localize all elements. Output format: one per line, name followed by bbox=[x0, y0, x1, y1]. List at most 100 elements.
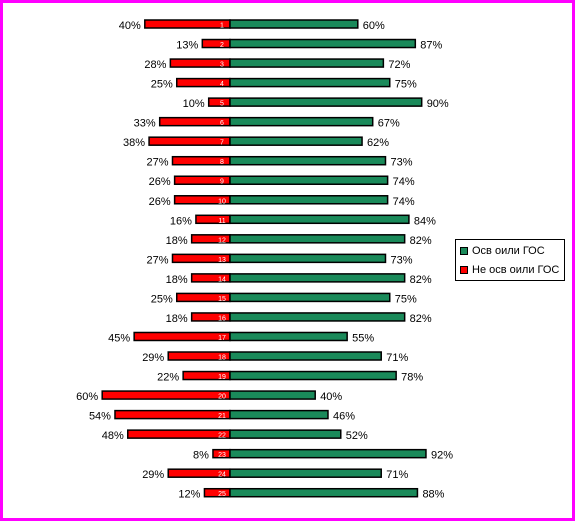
bar-negative-21 bbox=[114, 409, 231, 420]
legend-swatch-negative bbox=[460, 266, 468, 275]
data-label-positive-7: 62% bbox=[367, 137, 389, 149]
data-label-positive-11: 84% bbox=[414, 215, 436, 227]
bar-negative-2 bbox=[201, 38, 231, 49]
bar-positive-13 bbox=[229, 253, 387, 264]
bar-positive-8 bbox=[229, 155, 387, 166]
data-label-positive-10: 74% bbox=[393, 196, 415, 208]
data-label-positive-21: 46% bbox=[333, 411, 355, 423]
category-label-10: 10 bbox=[218, 198, 226, 205]
category-label-15: 15 bbox=[218, 296, 226, 303]
data-label-positive-24: 71% bbox=[386, 469, 408, 481]
bar-positive-7 bbox=[229, 136, 363, 146]
category-label-23: 23 bbox=[218, 452, 226, 459]
data-label-negative-7: 38% bbox=[123, 137, 145, 149]
data-label-negative-22: 48% bbox=[102, 430, 124, 442]
bar-positive-19 bbox=[229, 370, 397, 381]
category-label-22: 22 bbox=[218, 433, 226, 440]
bar-positive-5 bbox=[229, 97, 423, 107]
bar-positive-3 bbox=[229, 58, 385, 68]
bar-positive-18 bbox=[229, 351, 382, 361]
data-label-positive-2: 87% bbox=[420, 40, 442, 52]
data-label-positive-3: 72% bbox=[388, 59, 410, 71]
category-label-4: 4 bbox=[220, 81, 224, 88]
category-label-11: 11 bbox=[218, 218, 225, 225]
category-label-9: 9 bbox=[220, 179, 224, 186]
data-label-negative-19: 22% bbox=[157, 372, 179, 384]
category-label-21: 21 bbox=[218, 413, 226, 420]
category-label-2: 2 bbox=[220, 42, 224, 49]
category-label-7: 7 bbox=[220, 140, 224, 147]
bar-positive-12 bbox=[229, 234, 406, 244]
category-label-25: 25 bbox=[218, 491, 226, 498]
bar-positive-9 bbox=[229, 175, 389, 185]
bar-positive-23 bbox=[229, 448, 427, 459]
category-label-16: 16 bbox=[218, 315, 226, 322]
data-label-positive-4: 75% bbox=[395, 79, 417, 91]
category-label-3: 3 bbox=[220, 62, 224, 69]
data-label-negative-25: 12% bbox=[178, 489, 200, 501]
bar-positive-16 bbox=[229, 312, 406, 322]
bar-positive-22 bbox=[229, 429, 342, 439]
data-label-negative-21: 54% bbox=[89, 411, 111, 423]
category-label-8: 8 bbox=[220, 159, 224, 166]
data-label-negative-10: 26% bbox=[149, 196, 171, 208]
legend-label-negative: Не осв оили ГОС bbox=[472, 264, 560, 276]
data-label-positive-6: 67% bbox=[378, 118, 400, 130]
legend-item-negative: Не осв оили ГОС bbox=[460, 263, 559, 277]
data-label-positive-23: 92% bbox=[431, 450, 453, 462]
data-label-negative-16: 18% bbox=[166, 313, 188, 325]
data-label-positive-22: 52% bbox=[346, 430, 368, 442]
category-label-20: 20 bbox=[218, 394, 226, 401]
bar-negative-7 bbox=[148, 136, 231, 146]
data-label-negative-13: 27% bbox=[146, 254, 168, 266]
category-label-14: 14 bbox=[218, 276, 226, 283]
data-label-negative-20: 60% bbox=[76, 391, 98, 403]
legend-item-positive: Осв оили ГОС bbox=[460, 244, 545, 258]
category-label-6: 6 bbox=[220, 120, 224, 127]
bar-positive-4 bbox=[229, 77, 391, 88]
data-label-positive-15: 75% bbox=[395, 293, 417, 305]
bar-negative-17 bbox=[133, 331, 231, 342]
data-label-negative-2: 13% bbox=[176, 40, 198, 52]
category-label-12: 12 bbox=[218, 237, 226, 244]
bar-positive-15 bbox=[229, 292, 391, 303]
data-label-positive-5: 90% bbox=[427, 98, 449, 110]
bar-positive-11 bbox=[229, 214, 410, 225]
data-label-negative-11: 16% bbox=[170, 215, 192, 227]
data-label-negative-9: 26% bbox=[149, 176, 171, 188]
category-label-24: 24 bbox=[218, 472, 226, 479]
data-label-positive-17: 55% bbox=[352, 332, 374, 344]
data-label-positive-1: 60% bbox=[363, 20, 385, 32]
data-label-negative-3: 28% bbox=[144, 59, 166, 71]
data-label-negative-23: 8% bbox=[193, 450, 209, 462]
category-label-19: 19 bbox=[218, 374, 226, 381]
data-label-positive-9: 74% bbox=[393, 176, 415, 188]
data-label-negative-4: 25% bbox=[151, 79, 173, 91]
data-label-positive-18: 71% bbox=[386, 352, 408, 364]
bar-positive-10 bbox=[229, 195, 389, 205]
bar-negative-20 bbox=[101, 390, 231, 400]
legend-swatch-positive bbox=[460, 247, 468, 256]
data-label-negative-17: 45% bbox=[108, 332, 130, 344]
bar-positive-20 bbox=[229, 390, 316, 400]
legend-label-positive: Осв оили ГОС bbox=[472, 245, 545, 257]
category-label-18: 18 bbox=[218, 355, 226, 362]
data-label-positive-19: 78% bbox=[401, 372, 423, 384]
bar-positive-14 bbox=[229, 273, 406, 283]
data-label-negative-24: 29% bbox=[142, 469, 164, 481]
bar-positive-1 bbox=[229, 19, 359, 29]
chart-legend: Осв оили ГОС Не осв оили ГОС bbox=[455, 239, 565, 281]
data-label-negative-1: 40% bbox=[119, 20, 141, 32]
data-label-negative-6: 33% bbox=[134, 118, 156, 130]
data-label-negative-5: 10% bbox=[183, 98, 205, 110]
bar-positive-21 bbox=[229, 409, 329, 420]
category-label-17: 17 bbox=[218, 335, 226, 342]
bar-positive-2 bbox=[229, 38, 417, 49]
bar-positive-6 bbox=[229, 116, 374, 127]
category-label-13: 13 bbox=[218, 257, 226, 264]
data-label-negative-14: 18% bbox=[166, 274, 188, 286]
data-label-negative-12: 18% bbox=[166, 235, 188, 247]
data-label-positive-14: 82% bbox=[410, 274, 432, 286]
data-label-positive-25: 88% bbox=[422, 489, 444, 501]
